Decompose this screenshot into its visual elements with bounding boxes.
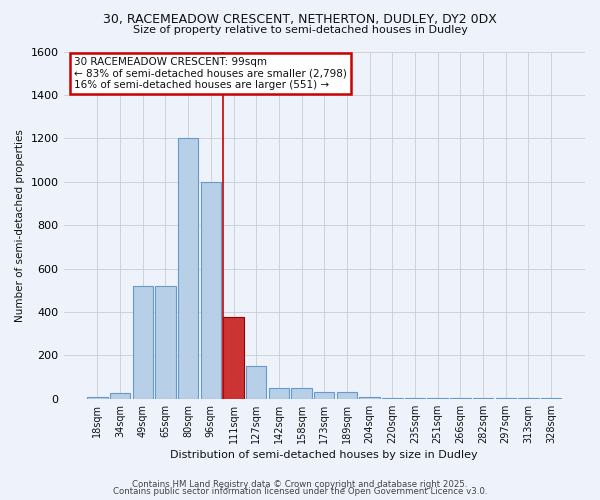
Text: Size of property relative to semi-detached houses in Dudley: Size of property relative to semi-detach… <box>133 25 467 35</box>
Text: 30 RACEMEADOW CRESCENT: 99sqm
← 83% of semi-detached houses are smaller (2,798)
: 30 RACEMEADOW CRESCENT: 99sqm ← 83% of s… <box>74 56 347 90</box>
Bar <box>427 398 448 399</box>
Bar <box>110 394 130 399</box>
Bar <box>246 366 266 399</box>
Bar <box>155 286 176 399</box>
Bar <box>292 388 312 399</box>
Y-axis label: Number of semi-detached properties: Number of semi-detached properties <box>15 128 25 322</box>
Bar <box>200 182 221 399</box>
Bar <box>133 286 153 399</box>
Text: Contains HM Land Registry data © Crown copyright and database right 2025.: Contains HM Land Registry data © Crown c… <box>132 480 468 489</box>
Bar <box>178 138 199 399</box>
Bar <box>223 318 244 399</box>
Text: 30, RACEMEADOW CRESCENT, NETHERTON, DUDLEY, DY2 0DX: 30, RACEMEADOW CRESCENT, NETHERTON, DUDL… <box>103 12 497 26</box>
Bar <box>337 392 357 399</box>
Bar <box>405 398 425 399</box>
Bar <box>314 392 334 399</box>
Bar <box>87 396 107 399</box>
Bar <box>382 398 403 399</box>
Bar <box>269 388 289 399</box>
X-axis label: Distribution of semi-detached houses by size in Dudley: Distribution of semi-detached houses by … <box>170 450 478 460</box>
Text: Contains public sector information licensed under the Open Government Licence v3: Contains public sector information licen… <box>113 488 487 496</box>
Bar <box>359 396 380 399</box>
